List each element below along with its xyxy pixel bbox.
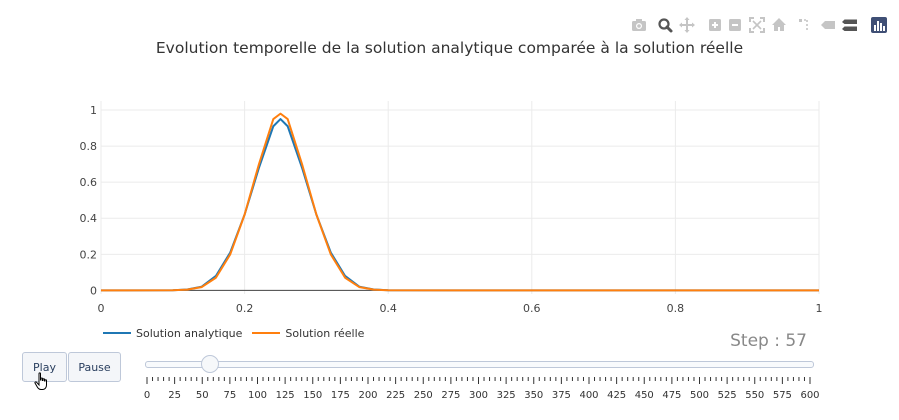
legend-item-analytique[interactable]: Solution analytique — [103, 327, 242, 340]
pause-button[interactable]: Pause — [68, 352, 121, 382]
legend-label-reelle: Solution réelle — [285, 326, 365, 340]
legend-swatch-reelle — [252, 332, 281, 334]
slider-track[interactable] — [145, 361, 814, 368]
pan-icon[interactable] — [676, 14, 698, 36]
legend-swatch-analytique — [103, 332, 131, 334]
zoom-out-icon[interactable] — [724, 14, 746, 36]
step-label: Step : 57 — [730, 331, 807, 351]
slider-handle[interactable] — [200, 355, 219, 373]
camera-icon[interactable] — [628, 14, 650, 36]
x-tick-label: 0.2 — [236, 302, 254, 315]
chart-title: Evolution temporelle de la solution anal… — [155, 39, 744, 57]
x-tick-label: 1 — [816, 302, 823, 315]
y-tick-label: 0.2 — [80, 248, 98, 261]
y-tick-label: 0.8 — [80, 140, 98, 153]
y-tick-label: 0.4 — [80, 212, 98, 225]
x-tick-label: 0.8 — [667, 302, 685, 315]
hover-compare-icon[interactable] — [839, 14, 861, 36]
series-line-analytique — [100, 118, 819, 292]
y-tick-label: 0.6 — [80, 176, 98, 189]
series-line-reelle — [100, 112, 819, 292]
modebar — [628, 14, 890, 36]
zoom-in-icon[interactable] — [704, 14, 726, 36]
legend-label-analytique: Solution analytique — [136, 326, 243, 340]
y-tick-label: 0 — [90, 284, 97, 297]
autoscale-icon[interactable] — [746, 14, 768, 36]
y-tick-label: 1 — [90, 104, 97, 117]
plotly-logo-icon[interactable] — [868, 14, 890, 36]
hand-cursor-icon — [34, 372, 50, 396]
zoom-icon[interactable] — [654, 14, 676, 36]
x-tick-label: 0.4 — [379, 302, 397, 315]
home-icon[interactable] — [768, 14, 790, 36]
x-tick-label: 0 — [98, 302, 105, 315]
hover-closest-icon[interactable] — [817, 14, 839, 36]
x-tick-label: 0.6 — [523, 302, 541, 315]
spike-lines-icon[interactable] — [794, 14, 816, 36]
legend-item-reelle[interactable]: Solution réelle — [252, 327, 364, 340]
legend: Solution analytique Solution réelle — [103, 324, 374, 342]
play-button[interactable]: Play — [22, 352, 67, 382]
